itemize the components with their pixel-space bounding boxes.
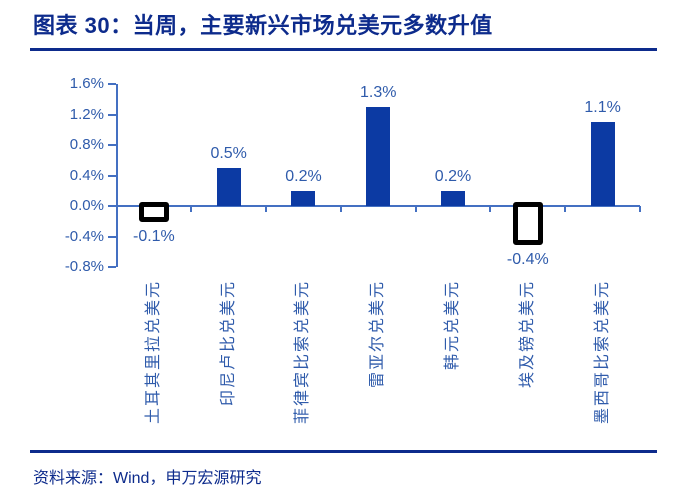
highlighted-bar — [138, 202, 169, 222]
x-axis-tick — [190, 206, 193, 212]
y-axis-tick — [107, 144, 116, 146]
y-axis-tick — [107, 83, 116, 85]
y-axis-tick-label: -0.8% — [64, 258, 104, 275]
x-category-label: 土耳其里拉兑美元 — [144, 280, 162, 425]
bar-value-label: -0.4% — [506, 250, 549, 268]
x-category-label: 菲律宾比索兑美元 — [294, 280, 312, 425]
y-axis-tick-label: 0.8% — [69, 136, 104, 153]
y-axis-tick — [107, 113, 116, 116]
y-axis-tick — [107, 174, 116, 177]
x-axis-tick — [639, 206, 641, 212]
bar-value-label: 1.1% — [584, 99, 621, 117]
x-category-label: 墨西哥比索兑美元 — [593, 280, 611, 425]
x-axis-tick — [564, 206, 567, 212]
y-axis-tick-label: 1.6% — [69, 75, 104, 92]
x-axis-tick — [414, 206, 417, 212]
y-axis-tick — [107, 205, 116, 207]
bar — [590, 122, 615, 206]
highlighted-bar — [512, 202, 543, 245]
y-axis-tick-label: 0.0% — [69, 197, 104, 214]
footer-divider — [30, 450, 657, 453]
x-axis-tick — [339, 206, 342, 212]
bar — [291, 190, 316, 206]
y-axis-tick-label: -0.4% — [64, 227, 104, 245]
bar-value-label: 0.2% — [434, 167, 472, 185]
x-axis-line — [115, 205, 640, 207]
bar — [441, 190, 466, 206]
x-category-label: 韩元兑美元 — [444, 280, 462, 371]
figure-title: 图表 30：当周，主要新兴市场兑美元多数升值 — [33, 13, 493, 38]
bar-value-label: 0.5% — [210, 144, 247, 162]
x-category-label: 埃及镑兑美元 — [518, 280, 536, 389]
y-axis-tick — [107, 266, 116, 268]
bar — [366, 106, 391, 206]
bar-value-label: 0.2% — [285, 167, 322, 185]
x-axis-tick — [489, 206, 492, 212]
y-axis-tick-label: 0.4% — [69, 166, 104, 184]
y-axis-line — [115, 84, 118, 267]
bar-value-label: -0.1% — [132, 227, 175, 245]
x-category-label: 印尼卢比兑美元 — [219, 280, 237, 407]
title-underline — [30, 48, 657, 51]
bar — [216, 167, 241, 206]
x-axis-tick — [265, 206, 268, 212]
bar-value-label: 1.3% — [360, 83, 397, 101]
x-category-label: 雷亚尔兑美元 — [369, 280, 387, 389]
source-note: 资料来源：Wind，申万宏源研究 — [33, 470, 262, 487]
y-axis-tick-label: 1.2% — [69, 105, 104, 123]
y-axis-tick — [107, 235, 116, 238]
